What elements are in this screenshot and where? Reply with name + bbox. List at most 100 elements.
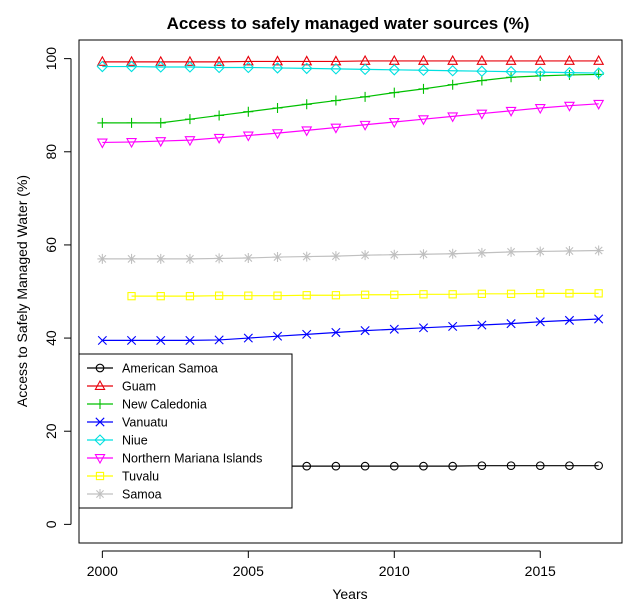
data-point-guam: [330, 55, 342, 66]
series-niue: [96, 60, 605, 79]
data-point-northern-mariana-islands: [330, 123, 342, 134]
data-point-northern-mariana-islands: [271, 129, 284, 140]
data-point-vanuatu: [126, 335, 137, 345]
y-tick-label: 80: [43, 144, 59, 160]
data-point-tuvalu: [419, 290, 428, 299]
y-tick-label: 40: [43, 330, 59, 346]
data-point-niue: [534, 66, 547, 78]
data-point-guam: [593, 54, 605, 65]
series-vanuatu: [97, 314, 604, 345]
data-point-vanuatu: [594, 314, 604, 324]
series-line-vanuatu: [102, 318, 599, 341]
data-point-northern-mariana-islands: [155, 137, 167, 148]
y-axis-label: Access to Safely Managed Water (%): [14, 175, 30, 407]
series-guam: [96, 54, 605, 66]
data-point-guam: [505, 54, 517, 65]
data-point-guam: [271, 55, 284, 66]
series-samoa: [97, 245, 604, 264]
data-point-vanuatu: [564, 315, 575, 325]
data-point-guam: [534, 54, 546, 65]
data-point-northern-mariana-islands: [505, 106, 517, 117]
legend-label-samoa: Samoa: [122, 488, 162, 502]
data-point-tuvalu: [331, 291, 341, 300]
x-tick-label: 2005: [233, 563, 264, 579]
legend-marker-guam: [94, 379, 106, 390]
data-point-guam: [301, 55, 313, 66]
data-point-northern-mariana-islands: [126, 138, 138, 149]
legend-item-samoa: Samoa: [87, 488, 162, 502]
legend-item-new-caledonia: New Caledonia: [87, 398, 207, 412]
data-point-northern-mariana-islands: [359, 120, 371, 131]
data-point-niue: [476, 65, 488, 77]
data-point-vanuatu: [185, 335, 195, 345]
data-point-guam: [388, 54, 400, 65]
data-point-niue: [563, 66, 576, 79]
data-point-american-samoa: [419, 461, 428, 471]
data-point-vanuatu: [156, 335, 166, 345]
data-point-samoa: [330, 251, 341, 262]
data-point-guam: [359, 54, 371, 65]
series-line-samoa: [102, 249, 599, 260]
data-point-samoa: [535, 246, 546, 257]
data-point-niue: [330, 63, 342, 75]
x-tick-label: 2015: [525, 563, 556, 579]
data-point-guam: [417, 54, 430, 65]
data-point-vanuatu: [418, 323, 429, 333]
legend-label-new-caledonia: New Caledonia: [122, 398, 207, 412]
data-point-northern-mariana-islands: [563, 101, 575, 112]
data-point-tuvalu: [214, 291, 224, 300]
data-point-tuvalu: [448, 290, 457, 299]
data-point-vanuatu: [214, 335, 224, 345]
series-line-guam: [102, 60, 599, 63]
data-point-american-samoa: [477, 461, 487, 471]
data-point-american-samoa: [389, 461, 399, 471]
data-point-niue: [388, 64, 401, 76]
data-point-new-caledonia: [330, 95, 341, 106]
data-point-niue: [184, 61, 196, 73]
series-line-niue: [102, 65, 599, 74]
data-point-niue: [300, 62, 313, 75]
x-axis: 2000 2005 2010 2015: [87, 550, 556, 579]
legend-item-niue: Niue: [87, 434, 148, 448]
data-point-tuvalu: [127, 292, 136, 301]
data-point-american-samoa: [565, 461, 574, 471]
data-point-niue: [446, 64, 459, 77]
data-point-vanuatu: [389, 324, 399, 334]
data-point-samoa: [243, 252, 254, 263]
data-point-tuvalu: [565, 289, 574, 298]
plot-frame: [78, 39, 623, 544]
data-point-tuvalu: [156, 292, 165, 301]
legend-marker-samoa: [95, 489, 105, 499]
data-point-niue: [96, 60, 109, 73]
legend-marker-northern-mariana-islands: [94, 454, 106, 465]
data-point-new-caledonia: [97, 117, 108, 128]
data-point-new-caledonia: [301, 99, 312, 110]
data-point-tuvalu: [594, 289, 603, 298]
data-point-new-caledonia: [389, 87, 400, 98]
data-point-samoa: [360, 250, 371, 261]
data-point-guam: [447, 54, 459, 65]
data-point-niue: [592, 67, 605, 79]
data-point-new-caledonia: [272, 102, 283, 113]
data-point-northern-mariana-islands: [476, 109, 488, 120]
data-point-northern-mariana-islands: [184, 136, 196, 147]
data-point-vanuatu: [302, 329, 312, 339]
data-point-vanuatu: [97, 335, 107, 345]
data-point-northern-mariana-islands: [388, 118, 400, 129]
legend-marker-new-caledonia: [95, 399, 105, 409]
series-line-new-caledonia: [102, 73, 599, 124]
x-axis-label: Years: [332, 586, 367, 602]
data-point-northern-mariana-islands: [96, 138, 108, 149]
data-point-guam: [126, 55, 138, 66]
legend-label-niue: Niue: [122, 434, 148, 448]
data-point-samoa: [126, 253, 137, 264]
data-point-niue: [417, 64, 430, 77]
data-point-samoa: [97, 253, 108, 264]
chart-title: Access to safely managed water sources (…: [167, 14, 530, 33]
y-tick-label: 100: [43, 47, 59, 71]
legend-label-guam: Guam: [122, 380, 156, 394]
series-group: [96, 54, 605, 471]
data-point-niue: [213, 61, 225, 74]
data-point-vanuatu: [360, 326, 370, 336]
series-tuvalu: [127, 289, 603, 301]
